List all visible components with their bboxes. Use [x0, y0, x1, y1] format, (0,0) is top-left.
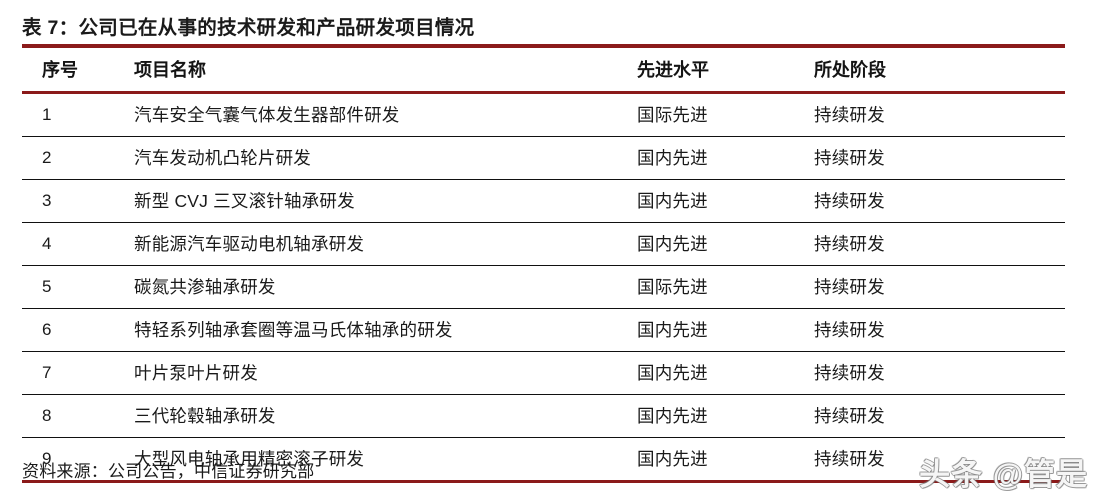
table-container: 序号 项目名称 先进水平 所处阶段 1 汽车安全气囊气体发生器部件研发 国际先进 持续…: [22, 44, 1065, 483]
cell-level: 国内先进: [615, 437, 793, 483]
cell-stage: 持续研发: [793, 394, 1065, 438]
table-row[interactable]: 1 汽车安全气囊气体发生器部件研发 国际先进 持续研发: [22, 94, 1065, 137]
cell-name: 新型 CVJ 三叉滚针轴承研发: [110, 179, 615, 223]
column-header-name[interactable]: 项目名称: [134, 60, 206, 80]
cell-name: 叶片泵叶片研发: [110, 351, 615, 395]
cell-index: 3: [22, 179, 110, 223]
cell-level: 国内先进: [615, 394, 793, 438]
cell-name: 汽车安全气囊气体发生器部件研发: [110, 94, 615, 137]
table-header-rule: [22, 91, 1065, 95]
cell-stage: 持续研发: [793, 437, 1065, 483]
cell-index: 5: [22, 265, 110, 309]
table-header-row: 序号 项目名称 先进水平 所处阶段: [22, 48, 1065, 93]
cell-level: 国内先进: [615, 351, 793, 395]
table-row[interactable]: 3 新型 CVJ 三叉滚针轴承研发 国内先进 持续研发: [22, 179, 1065, 223]
table-row[interactable]: 8 三代轮毂轴承研发 国内先进 持续研发: [22, 394, 1065, 438]
cell-name: 大型风电轴承用精密滚子研发: [110, 437, 615, 483]
table-row[interactable]: 9 大型风电轴承用精密滚子研发 国内先进 持续研发: [22, 437, 1065, 483]
table-row[interactable]: 5 碳氮共渗轴承研发 国际先进 持续研发: [22, 265, 1065, 309]
cell-name: 三代轮毂轴承研发: [110, 394, 615, 438]
cell-name: 特轻系列轴承套圈等温马氏体轴承的研发: [110, 308, 615, 352]
cell-index: 9: [22, 437, 110, 483]
cell-index: 6: [22, 308, 110, 352]
cell-stage: 持续研发: [793, 222, 1065, 266]
column-header-stage[interactable]: 所处阶段: [814, 60, 886, 80]
cell-stage: 持续研发: [793, 351, 1065, 395]
cell-level: 国内先进: [615, 308, 793, 352]
cell-index: 8: [22, 394, 110, 438]
source-note: 资料来源：公司公告，中信证券研究部: [22, 462, 315, 481]
cell-index: 1: [22, 94, 110, 137]
cell-stage: 持续研发: [793, 136, 1065, 180]
cell-stage: 持续研发: [793, 308, 1065, 352]
column-header-level[interactable]: 先进水平: [637, 60, 709, 80]
table-head: 序号 项目名称 先进水平 所处阶段: [22, 44, 1065, 95]
cell-index: 7: [22, 351, 110, 395]
table-row[interactable]: 7 叶片泵叶片研发 国内先进 持续研发: [22, 351, 1065, 395]
cell-index: 2: [22, 136, 110, 180]
table-row[interactable]: 4 新能源汽车驱动电机轴承研发 国内先进 持续研发: [22, 222, 1065, 266]
column-header-index[interactable]: 序号: [42, 60, 78, 80]
page-title: 表 7：公司已在从事的技术研发和产品研发项目情况: [22, 17, 475, 39]
cell-stage: 持续研发: [793, 94, 1065, 137]
cell-name: 新能源汽车驱动电机轴承研发: [110, 222, 615, 266]
cell-level: 国际先进: [615, 265, 793, 309]
cell-name: 汽车发动机凸轮片研发: [110, 136, 615, 180]
cell-level: 国内先进: [615, 222, 793, 266]
cell-stage: 持续研发: [793, 265, 1065, 309]
cell-level: 国内先进: [615, 179, 793, 223]
table-row[interactable]: 6 特轻系列轴承套圈等温马氏体轴承的研发 国内先进 持续研发: [22, 308, 1065, 352]
cell-name: 碳氮共渗轴承研发: [110, 265, 615, 309]
research-projects-table: 序号 项目名称 先进水平 所处阶段 1 汽车安全气囊气体发生器部件研发 国际先进 持续…: [22, 44, 1065, 483]
cell-stage: 持续研发: [793, 179, 1065, 223]
table-row[interactable]: 2 汽车发动机凸轮片研发 国内先进 持续研发: [22, 136, 1065, 180]
cell-index: 4: [22, 222, 110, 266]
table-body: 1 汽车安全气囊气体发生器部件研发 国际先进 持续研发 2 汽车发动机凸轮片研发 国内先进持…: [22, 94, 1065, 483]
cell-level: 国际先进: [615, 94, 793, 137]
cell-level: 国内先进: [615, 136, 793, 180]
